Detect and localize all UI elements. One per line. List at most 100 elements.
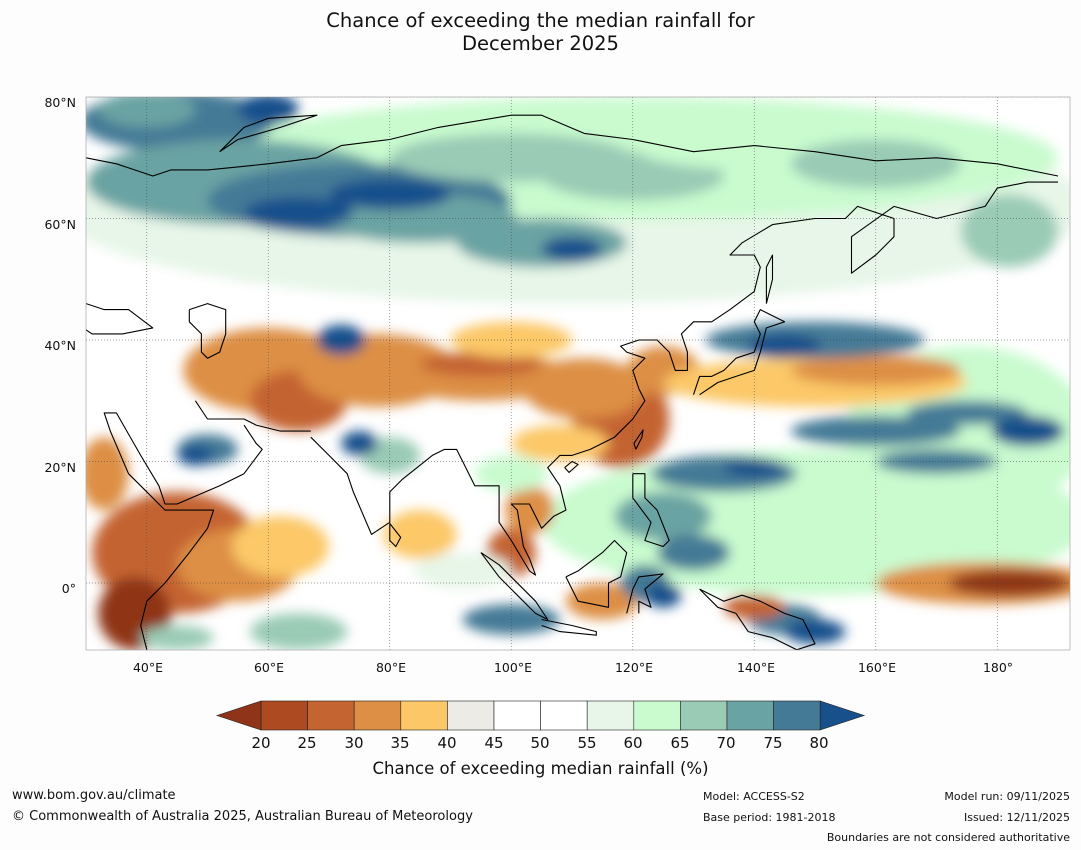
graticule <box>86 97 1070 650</box>
caspian-coastline <box>188 303 227 359</box>
rainfall-probability-region <box>523 358 645 419</box>
hainan-coastline <box>564 460 579 473</box>
lon-label-80e: 80°E <box>375 660 407 675</box>
colorbar-tick: 55 <box>577 734 597 752</box>
title-line-1: Chance of exceeding the median rainfall … <box>326 9 755 32</box>
rainfall-probability-region <box>784 619 846 644</box>
colorbar-tick: 25 <box>297 734 317 752</box>
rainfall-probability-region <box>614 491 712 541</box>
title-line-2: December 2025 <box>462 32 619 55</box>
colorbar-bin <box>260 700 308 731</box>
model-run-date: Model run: 09/11/2025 <box>944 790 1070 803</box>
rainfall-probability-region <box>723 458 785 477</box>
lon-label-140e: 140°E <box>736 660 775 675</box>
rainfall-probability-region <box>511 425 609 462</box>
lon-label-100e: 100°E <box>493 660 532 675</box>
rainfall-probability-region <box>748 333 822 359</box>
colorbar-bin <box>680 700 728 731</box>
map-frame <box>85 96 1071 651</box>
java-coastline <box>541 618 597 636</box>
rainfall-probability-region <box>383 510 457 559</box>
lon-label-160e: 160°E <box>857 660 896 675</box>
bom-url-link[interactable]: www.bom.gov.au/climate <box>12 788 176 803</box>
colorbar-tick: 75 <box>763 734 783 752</box>
colorbar-tick: 50 <box>530 734 550 752</box>
sumatra-coastline <box>480 552 549 621</box>
coastlines <box>86 114 1059 650</box>
rainfall-probability-region <box>960 194 1058 268</box>
rainfall-probability-region <box>177 445 214 466</box>
sakhalin-coastline <box>765 254 774 304</box>
rainfall-probability-region <box>140 625 214 650</box>
lat-label-80n: 80°N <box>44 95 76 110</box>
japan-coastline <box>692 309 786 396</box>
colorbar <box>216 700 866 731</box>
rainfall-probability-region <box>341 431 378 456</box>
lon-label-40e: 40°E <box>132 660 164 675</box>
colorbar-bin <box>726 700 774 731</box>
rainfall-probability-region <box>474 455 548 492</box>
colorbar-tick: 45 <box>484 734 504 752</box>
lat-label-60n: 60°N <box>44 217 76 232</box>
new-guinea-coastline <box>699 588 816 650</box>
arabia-africa-coastline <box>103 412 263 650</box>
colorbar-bin <box>353 700 402 731</box>
rainfall-probability-region <box>644 583 682 608</box>
colorbar-tick: 40 <box>437 734 457 752</box>
colorbar-bin <box>540 700 588 731</box>
lat-label-0: 0° <box>61 581 76 596</box>
colorbar-tick: 20 <box>251 734 271 752</box>
iran-coastline <box>194 400 311 432</box>
rainfall-probability-region <box>86 437 129 511</box>
lat-label-20n: 20°N <box>44 460 76 475</box>
colorbar-upper-extend <box>819 700 866 731</box>
philippines-coastline <box>632 473 670 548</box>
issued-date: Issued: 12/11/2025 <box>963 811 1070 824</box>
colorbar-bin <box>493 700 541 731</box>
rainfall-probability-region <box>565 583 639 620</box>
colorbar-tick: 30 <box>344 734 364 752</box>
rainfall-probability-region <box>243 197 354 228</box>
rainfall-probability-region <box>790 415 961 447</box>
map-title: Chance of exceeding the median rainfall … <box>0 9 1081 55</box>
arctic-coastline <box>86 114 1059 177</box>
rainfall-probability-region <box>948 569 1070 597</box>
colorbar-tick: 80 <box>809 734 829 752</box>
lon-label-120e: 120°E <box>614 660 653 675</box>
colorbar-bin <box>773 700 821 731</box>
colorbar-bin <box>307 700 355 731</box>
sri-lanka-coastline <box>389 523 402 548</box>
rainfall-probability-region <box>456 218 627 268</box>
colorbar-label: Chance of exceeding median rainfall (%) <box>372 759 709 778</box>
boundaries-note: Boundaries are not considered authoritat… <box>826 831 1070 844</box>
rainfall-probability-region <box>231 516 329 577</box>
lon-label-180: 180° <box>982 660 1014 675</box>
copyright-text: © Commonwealth of Australia 2025, Austra… <box>12 809 473 824</box>
colorbar-lower-extend <box>216 700 262 731</box>
colorbar-bin <box>586 700 635 731</box>
model-name: Model: ACCESS-S2 <box>703 790 805 803</box>
novaya-zemlya-coastline <box>219 114 318 153</box>
base-period: Base period: 1981-2018 <box>703 811 836 824</box>
rainfall-probability-region <box>875 449 998 474</box>
colorbar-tick: 70 <box>716 734 736 752</box>
rainfall-probability-region <box>414 552 512 590</box>
colorbar-tick: 60 <box>623 734 643 752</box>
rainfall-probability-region <box>541 236 603 262</box>
colorbar-bin <box>447 700 495 731</box>
taiwan-coastline <box>633 429 644 450</box>
sulawesi-coastline <box>626 573 664 614</box>
rainfall-probability-region <box>505 485 554 535</box>
rainfall-probability-region <box>657 534 730 571</box>
colorbar-tick: 65 <box>670 734 690 752</box>
asia-coastline <box>310 181 1058 576</box>
lon-label-60e: 60°E <box>253 660 285 675</box>
colorbar-bin <box>633 700 681 731</box>
borneo-coastline <box>565 539 628 608</box>
colorbar-tick: 35 <box>390 734 410 752</box>
rainfall-probability-region <box>329 179 451 210</box>
black-sea-coastline <box>86 303 154 335</box>
lat-label-40n: 40°N <box>44 338 76 353</box>
colorbar-bin <box>400 700 448 731</box>
